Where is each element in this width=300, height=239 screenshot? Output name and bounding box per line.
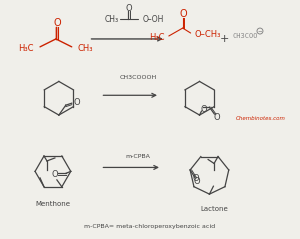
Text: O: O bbox=[126, 4, 133, 13]
Text: O: O bbox=[52, 170, 58, 179]
Text: CH3COOOH: CH3COOOH bbox=[119, 75, 157, 80]
Text: +: + bbox=[220, 34, 229, 44]
Text: m-CPBA= meta-chloroperoxybenzoic acid: m-CPBA= meta-chloroperoxybenzoic acid bbox=[84, 224, 216, 229]
Text: H₃C: H₃C bbox=[19, 44, 34, 53]
Text: O: O bbox=[53, 18, 61, 28]
Text: O: O bbox=[180, 9, 188, 19]
Text: Lactone: Lactone bbox=[200, 206, 228, 212]
Text: CH₃: CH₃ bbox=[104, 15, 118, 24]
Text: CH₃: CH₃ bbox=[78, 44, 93, 53]
Text: −: − bbox=[258, 28, 262, 33]
Text: H₃C: H₃C bbox=[149, 33, 165, 43]
Text: m-CPBA: m-CPBA bbox=[126, 154, 151, 159]
Text: O–CH₃: O–CH₃ bbox=[195, 31, 221, 39]
Text: O: O bbox=[193, 174, 199, 183]
Text: O: O bbox=[74, 98, 80, 107]
Text: O: O bbox=[213, 113, 220, 121]
Text: O: O bbox=[194, 177, 200, 186]
Text: Chembinotes.com: Chembinotes.com bbox=[236, 115, 286, 120]
Text: CH3COO: CH3COO bbox=[232, 33, 258, 39]
Text: Menthone: Menthone bbox=[35, 201, 70, 207]
Text: O–OH: O–OH bbox=[143, 15, 164, 24]
Text: O: O bbox=[200, 105, 207, 114]
